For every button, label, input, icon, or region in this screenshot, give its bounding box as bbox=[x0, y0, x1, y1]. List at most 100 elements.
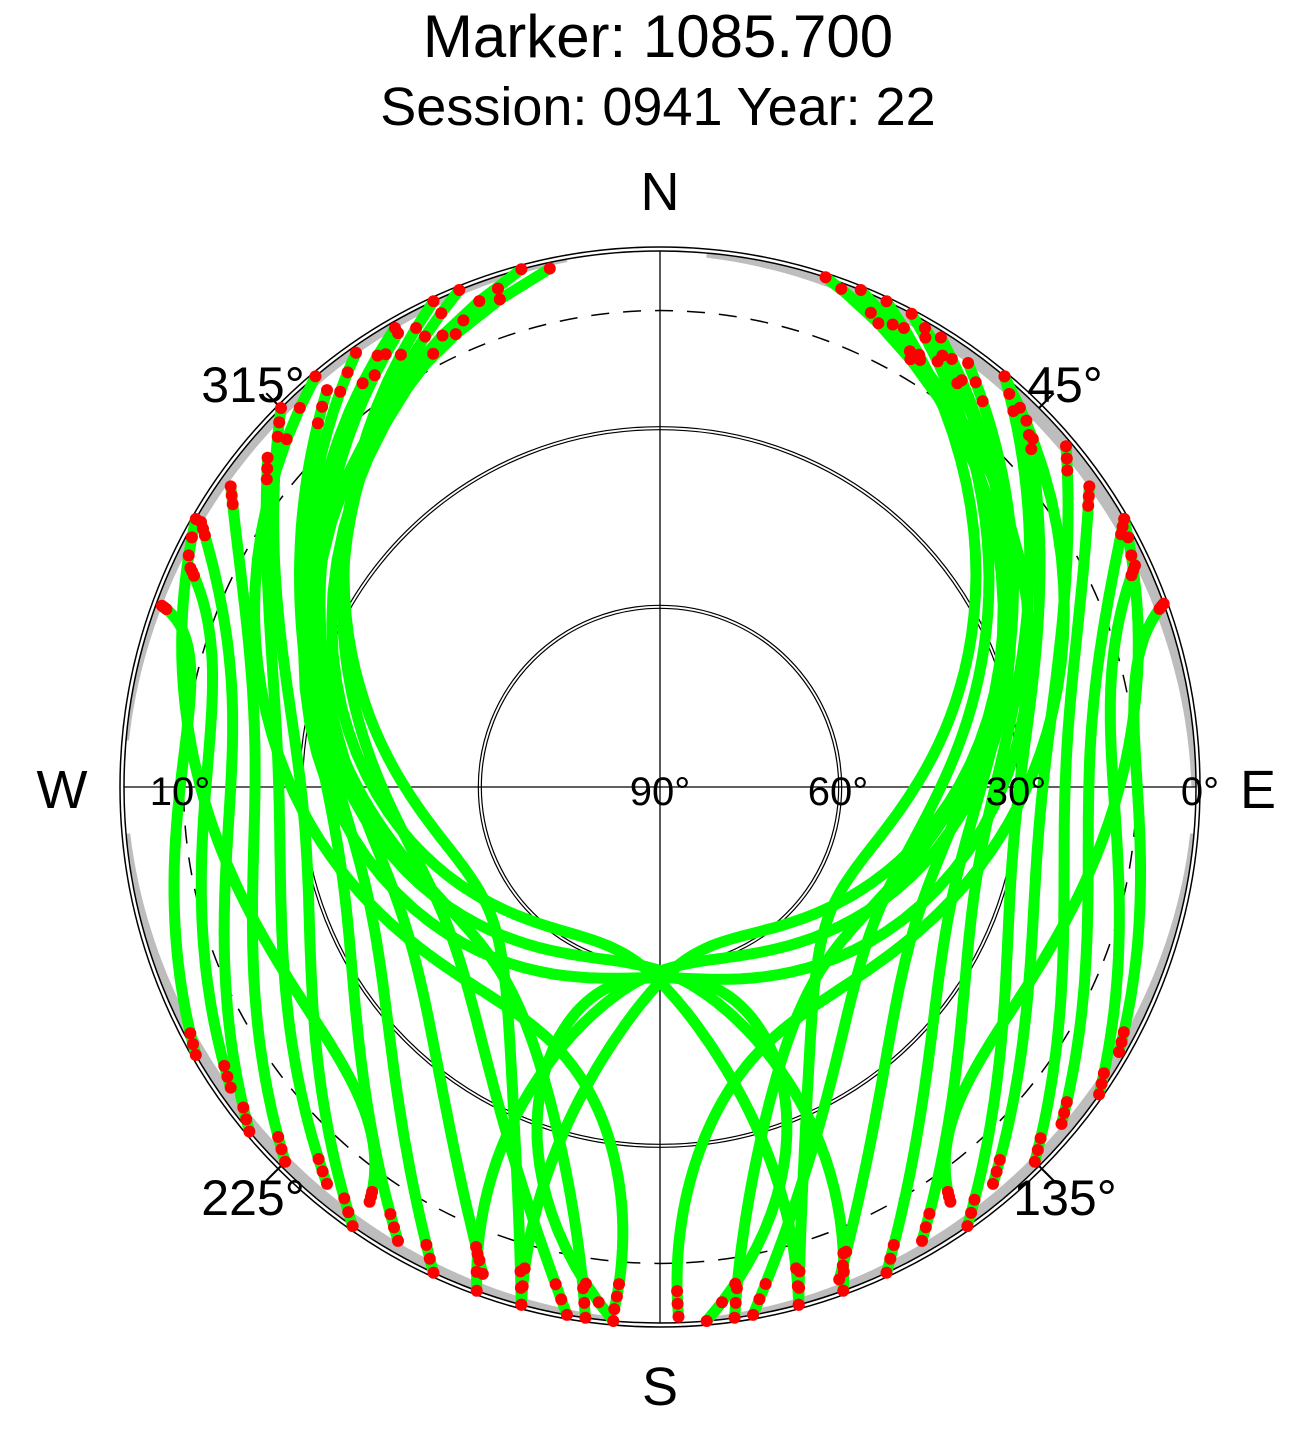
track-endpoint bbox=[1115, 1036, 1128, 1049]
track-endpoint bbox=[730, 1282, 743, 1295]
track-endpoint bbox=[934, 331, 947, 344]
track-endpoint bbox=[420, 1238, 433, 1251]
track-endpoint bbox=[453, 284, 466, 296]
track-endpoint bbox=[182, 549, 195, 562]
track-endpoint bbox=[613, 1278, 625, 1291]
track-endpoint bbox=[1013, 401, 1026, 414]
satellite-track bbox=[225, 480, 291, 1168]
track-endpoint bbox=[493, 293, 506, 306]
compass-south-label: S bbox=[642, 1357, 678, 1417]
horizon-obstruction bbox=[126, 253, 1196, 1321]
track-endpoint bbox=[275, 1143, 288, 1156]
azimuth-tick-135 bbox=[1038, 1165, 1055, 1182]
track-endpoint bbox=[886, 318, 899, 331]
track-endpoint bbox=[271, 430, 284, 443]
track-endpoint bbox=[610, 1290, 623, 1303]
obstruction-segment bbox=[126, 259, 568, 741]
satellite-track bbox=[1029, 480, 1095, 1168]
track-endpoint bbox=[515, 263, 528, 276]
track-endpoint bbox=[419, 330, 431, 343]
track-endpoint bbox=[836, 1259, 849, 1272]
chart-title: Marker: 1085.700 bbox=[422, 3, 894, 70]
azimuth-label-45: 45° bbox=[1027, 357, 1103, 413]
track-endpoint bbox=[470, 1265, 483, 1278]
track-endpoint bbox=[1095, 1077, 1108, 1090]
track-endpoint bbox=[919, 331, 932, 344]
track-endpoint bbox=[273, 416, 286, 429]
compass-west-label: W bbox=[37, 760, 88, 820]
track-endpoint bbox=[225, 489, 238, 502]
track-endpoint bbox=[793, 1265, 806, 1278]
elevation-label-0: 0° bbox=[1181, 770, 1219, 814]
satellite-tracks bbox=[156, 263, 1170, 1327]
track-endpoint bbox=[224, 1081, 237, 1094]
track-endpoint bbox=[700, 1315, 713, 1327]
track-endpoint bbox=[341, 366, 354, 379]
track-endpoint bbox=[976, 395, 989, 408]
track-endpoint bbox=[334, 385, 347, 398]
track-endpoint bbox=[492, 282, 504, 295]
track-endpoint bbox=[990, 1165, 1003, 1178]
track-endpoint bbox=[759, 1278, 772, 1290]
track-endpoint bbox=[1061, 464, 1074, 477]
track-endpoint bbox=[218, 1059, 231, 1072]
track-endpoint bbox=[427, 295, 440, 308]
track-endpoint bbox=[923, 1207, 936, 1220]
track-endpoint bbox=[945, 353, 958, 365]
azimuth-label-315: 315° bbox=[201, 357, 304, 413]
track-endpoint bbox=[837, 1284, 850, 1297]
track-endpoint bbox=[1118, 513, 1131, 525]
track-endpoint bbox=[187, 1038, 199, 1051]
track-endpoint bbox=[864, 306, 877, 319]
track-endpoint bbox=[342, 1206, 355, 1219]
chart-subtitle: Session: 0941 Year: 22 bbox=[380, 77, 936, 137]
track-endpoint bbox=[224, 480, 237, 493]
track-endpoint bbox=[549, 1278, 562, 1291]
elevation-label-10: 10° bbox=[150, 770, 211, 814]
track-endpoint bbox=[1125, 569, 1138, 582]
track-endpoint bbox=[747, 1308, 760, 1321]
track-endpoint bbox=[969, 376, 982, 389]
track-endpoint bbox=[905, 307, 918, 320]
track-endpoint bbox=[293, 401, 306, 414]
track-endpoint bbox=[887, 1239, 900, 1251]
satellite-track bbox=[304, 322, 591, 1324]
track-endpoint bbox=[884, 1252, 897, 1265]
azimuth-tick-225 bbox=[265, 1165, 282, 1182]
track-endpoint bbox=[608, 1303, 621, 1316]
track-endpoint bbox=[1060, 452, 1073, 465]
track-endpoint bbox=[427, 347, 440, 360]
satellite-track bbox=[793, 295, 982, 1311]
track-endpoint bbox=[671, 1285, 684, 1298]
satellite-track bbox=[248, 370, 629, 1315]
track-endpoint bbox=[903, 345, 916, 358]
track-endpoint bbox=[366, 1185, 379, 1198]
track-endpoint bbox=[872, 317, 885, 330]
track-endpoint bbox=[819, 271, 832, 284]
track-endpoint bbox=[1020, 414, 1033, 427]
track-endpoint bbox=[261, 462, 274, 475]
track-endpoint bbox=[368, 369, 381, 382]
track-endpoint bbox=[457, 314, 470, 327]
track-endpoint bbox=[835, 282, 848, 295]
elevation-label-90: 90° bbox=[630, 770, 691, 814]
compass-north-label: N bbox=[641, 162, 680, 222]
track-endpoint bbox=[184, 1027, 197, 1040]
track-endpoint bbox=[260, 473, 273, 486]
track-endpoint bbox=[728, 1311, 741, 1324]
track-endpoint bbox=[671, 1297, 684, 1310]
elevation-label-60: 60° bbox=[808, 770, 869, 814]
track-endpoint bbox=[198, 529, 211, 542]
track-endpoint bbox=[1060, 1096, 1073, 1109]
track-endpoint bbox=[189, 513, 202, 525]
track-endpoint bbox=[968, 1193, 981, 1206]
track-endpoint bbox=[729, 1296, 742, 1309]
track-endpoint bbox=[543, 262, 556, 275]
track-endpoint bbox=[221, 1070, 234, 1083]
track-endpoint bbox=[356, 377, 369, 390]
track-endpoint bbox=[436, 329, 449, 342]
track-endpoint bbox=[272, 1131, 285, 1143]
track-endpoint bbox=[471, 1247, 484, 1260]
track-endpoint bbox=[338, 1192, 351, 1205]
